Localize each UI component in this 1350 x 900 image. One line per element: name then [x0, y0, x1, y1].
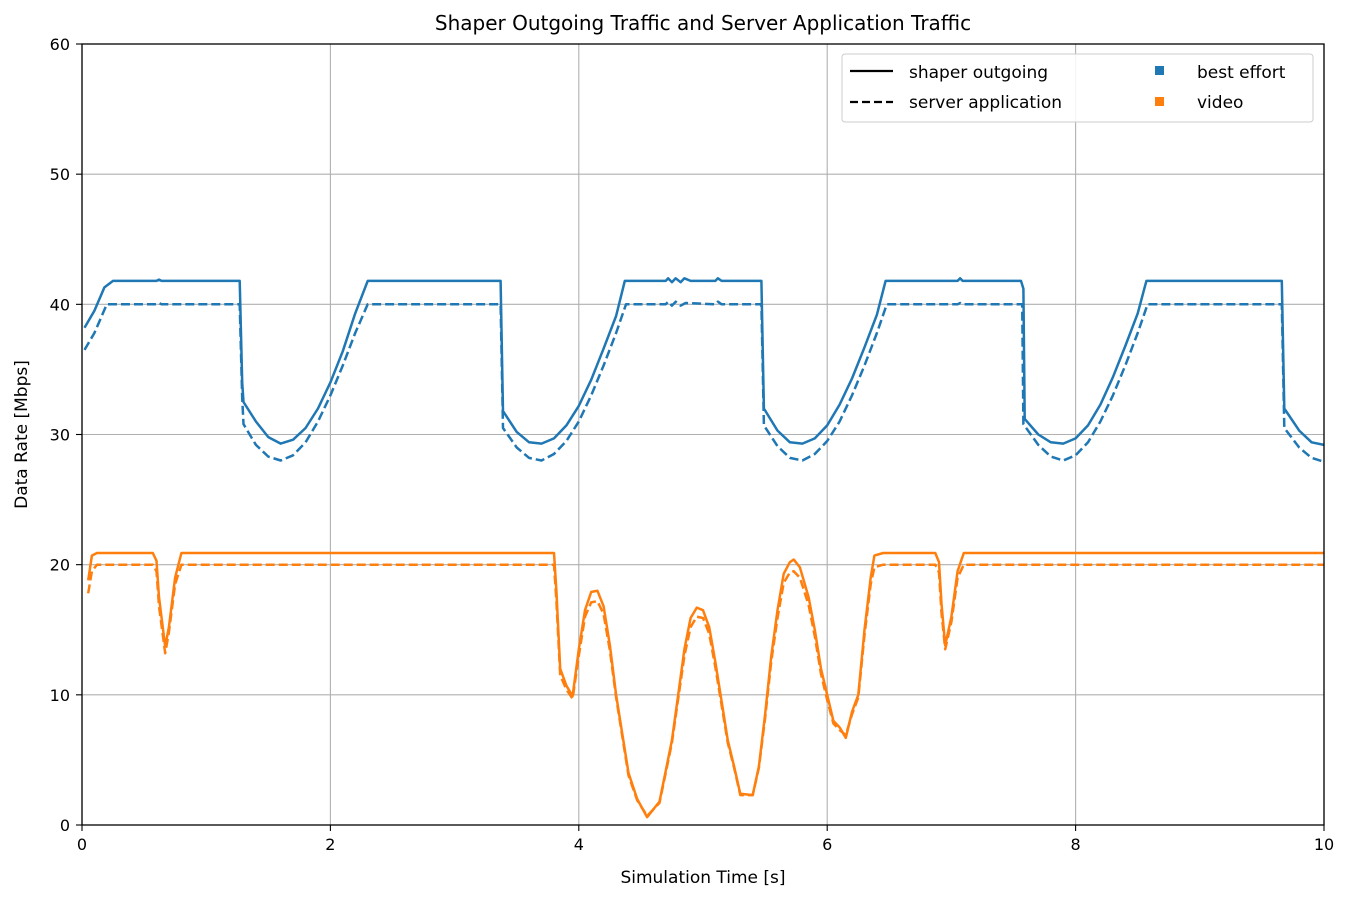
legend-label-shaper-outgoing: shaper outgoing: [909, 63, 1048, 83]
y-tick-label: 0: [60, 816, 70, 835]
y-tick-label: 50: [50, 165, 70, 184]
x-tick-label: 0: [77, 835, 87, 854]
y-tick-label: 30: [50, 426, 70, 445]
legend-video-marker: [1155, 97, 1164, 106]
series-lines: [83, 277, 1325, 819]
y-tick-label: 20: [50, 556, 70, 575]
legend-label-best-effort: best effort: [1197, 63, 1286, 83]
x-tick-label: 10: [1314, 835, 1334, 854]
y-tick-label: 60: [50, 35, 70, 54]
legend-label-video: video: [1197, 93, 1243, 113]
legend: shaper outgoing server application best …: [841, 53, 1314, 123]
chart-title: Shaper Outgoing Traffic and Server Appli…: [435, 11, 971, 35]
series-line-best-effort-shaper-outgoing: [83, 277, 1325, 447]
series-line-video-server-application: [86, 563, 1324, 818]
y-tick-label: 40: [50, 295, 70, 314]
series-line-best-effort-server-application: [83, 300, 1325, 463]
legend-box: [841, 53, 1314, 123]
x-tick-label: 4: [574, 835, 584, 854]
legend-label-server-application: server application: [909, 93, 1062, 113]
x-tick-label: 6: [822, 835, 832, 854]
x-axis-label: Simulation Time [s]: [620, 868, 785, 888]
axis-ticks: 0 2 4 6 8 10 0 10 20 30 40 50 60: [50, 35, 1335, 854]
x-tick-label: 8: [1071, 835, 1081, 854]
y-axis-label: Data Rate [Mbps]: [12, 360, 32, 509]
legend-best-effort-marker: [1155, 66, 1164, 75]
y-tick-label: 10: [50, 686, 70, 705]
x-tick-label: 2: [325, 835, 335, 854]
